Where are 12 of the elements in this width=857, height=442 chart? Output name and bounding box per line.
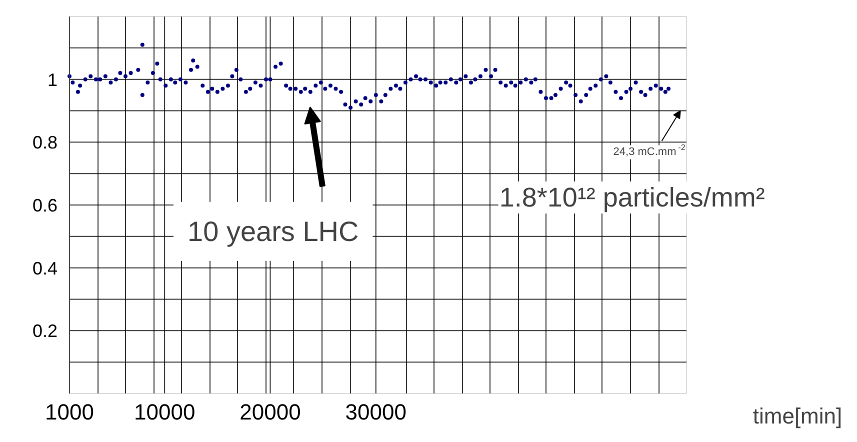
y-tick-label: 1: [47, 70, 58, 90]
x-tick-label: 30000: [345, 400, 406, 424]
y-tick-label: 0.8: [32, 132, 58, 153]
annotation: 1.8*10¹² particles/mm²: [499, 182, 765, 212]
x-axis-title: time[min]: [752, 404, 842, 428]
y-tick-label: 0.4: [32, 258, 58, 278]
x-tick-label: 10000: [134, 400, 196, 424]
x-tick-label: 1000: [45, 400, 94, 424]
y-tick-label: 0.6: [32, 196, 58, 216]
annotation: 10 years LHC: [188, 216, 359, 247]
x-tick-label: 20000: [240, 400, 301, 424]
y-tick-label: 0.2: [32, 321, 58, 342]
